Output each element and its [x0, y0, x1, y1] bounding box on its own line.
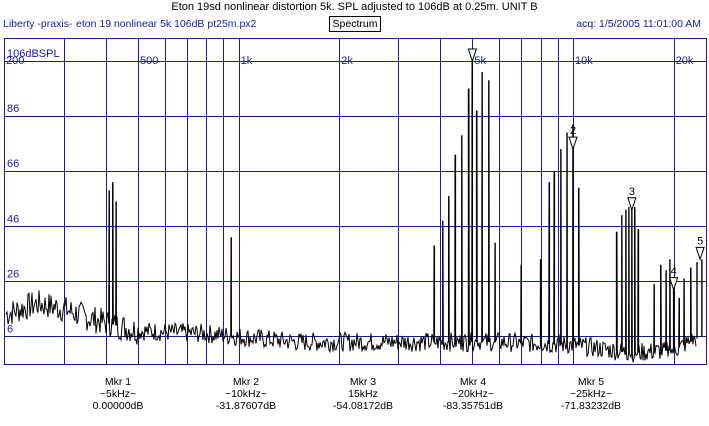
- y-tick-label: 6: [7, 323, 13, 335]
- marker-3-triangle: [627, 197, 637, 212]
- markers: 2 3 4 5: [467, 48, 705, 292]
- marker-4-value: -83.35751dB: [442, 400, 504, 412]
- chart-title: Eton 19sd nonlinear distortion 5k. SPL a…: [171, 1, 538, 13]
- file-name: eton 19 nonlinear 5k 106dB pt25m.px2: [76, 18, 257, 30]
- marker-5-triangle: [695, 246, 705, 261]
- y-tick-label: 66: [7, 158, 19, 170]
- marker-3-frequency: 15kHz: [348, 388, 378, 400]
- spectrum-trace: [5, 60, 697, 363]
- marker-readout-3: Mkr 3 15kHz -54.08172dB: [313, 376, 413, 412]
- y-tick-label: 46: [7, 213, 19, 225]
- x-tick-label: 500: [140, 55, 158, 67]
- marker-5-label: Mkr 5: [577, 376, 605, 388]
- marker-1-value: 0.00000dB: [92, 400, 144, 412]
- marker-readout-1: Mkr 1 ~5kHz~ 0.00000dB: [68, 376, 168, 412]
- acquisition-time: acq: 1/5/2005 11:01:00 AM: [576, 18, 701, 30]
- marker-4-number: 4: [671, 266, 677, 278]
- marker-3-value: -54.08172dB: [332, 400, 394, 412]
- marker-2-value: -31.87607dB: [215, 400, 277, 412]
- x-tick-label: 10k: [575, 55, 593, 67]
- marker-1-frequency: ~5kHz~: [99, 388, 137, 400]
- tick-labels: 200 500 1k 2k 5k 10k 20k 106dBSPL 86 66 46 26 6: [6, 48, 694, 335]
- y-tick-label: 86: [7, 103, 19, 115]
- marker-1-label: Mkr 1: [104, 376, 132, 388]
- marker-4-label: Mkr 4: [459, 376, 487, 388]
- spectrum-button[interactable]: Spectrum: [329, 16, 381, 32]
- marker-2-label: Mkr 2: [232, 376, 260, 388]
- x-tick-label: 20k: [676, 55, 694, 67]
- grid: [5, 39, 706, 364]
- marker-readout-4: Mkr 4 ~20kHz~ -83.35751dB: [423, 376, 523, 412]
- app-name: Liberty -praxis-: [3, 18, 73, 30]
- marker-2-number: 2: [570, 125, 576, 137]
- marker-2-frequency: ~10kHz~: [224, 388, 268, 400]
- marker-5-value: -71.83232dB: [560, 400, 622, 412]
- x-tick-label: 2k: [341, 55, 353, 67]
- marker-2-triangle: [568, 136, 578, 151]
- marker-readout-5: Mkr 5 ~25kHz~ -71.83232dB: [541, 376, 641, 412]
- marker-4-triangle: [668, 277, 679, 292]
- marker-4-frequency: ~20kHz~: [451, 388, 495, 400]
- marker-5-frequency: ~25kHz~: [569, 388, 613, 400]
- x-tick-label: 1k: [241, 55, 253, 67]
- trace: [5, 60, 703, 363]
- x-tick-label: 200: [6, 55, 24, 67]
- marker-1-triangle: [467, 48, 478, 63]
- x-tick-label: 5k: [474, 55, 486, 67]
- plot-frame: [4, 38, 707, 365]
- y-tick-label: 106dBSPL: [7, 48, 60, 60]
- marker-readout-2: Mkr 2 ~10kHz~ -31.87607dB: [196, 376, 296, 412]
- y-tick-label: 26: [7, 268, 19, 280]
- marker-3-number: 3: [629, 186, 635, 198]
- marker-3-label: Mkr 3: [349, 376, 377, 388]
- marker-5-number: 5: [697, 235, 703, 247]
